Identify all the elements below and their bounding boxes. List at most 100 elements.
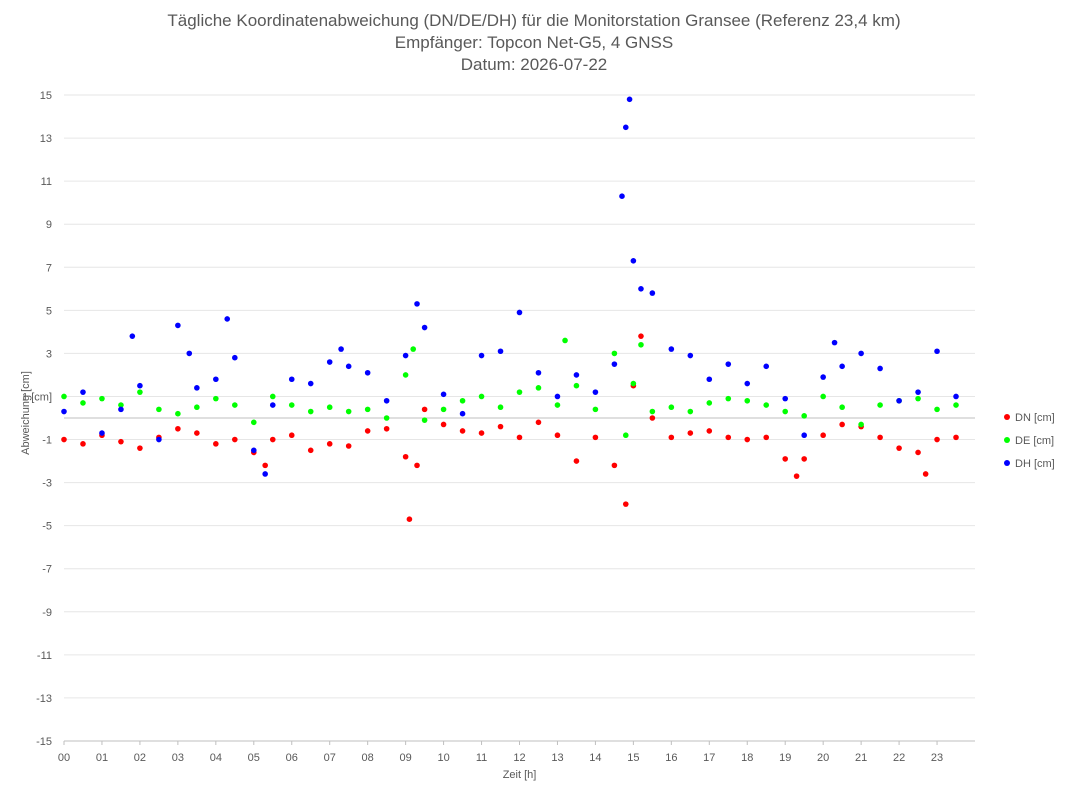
data-point-de [630, 380, 637, 387]
y-tick-label: 9 [46, 219, 52, 231]
data-point-dh [839, 363, 845, 370]
data-point-dn [414, 462, 420, 469]
data-point-dn [459, 428, 466, 434]
data-point-dh [782, 395, 789, 402]
x-tick-label: 09 [400, 752, 412, 764]
x-tick-label: 00 [58, 752, 70, 764]
x-tick-label: 04 [210, 752, 222, 764]
data-point-dn [763, 434, 770, 441]
y-axis-ticks: 15 13 11 9 7 5 3 1 [cm] -1 -3 -5 -7 -9 -11 -13 -15 [22, 90, 52, 748]
data-point-de [611, 350, 618, 357]
data-point-de [554, 402, 561, 408]
data-point-de [118, 402, 124, 408]
data-point-dn [953, 434, 959, 441]
data-point-dh [186, 350, 193, 357]
data-point-de [213, 395, 219, 402]
data-point-dn [213, 441, 219, 447]
data-point-dn [573, 458, 580, 464]
data-point-de [80, 400, 86, 406]
legend-marker [1004, 414, 1010, 420]
legend-marker [1004, 460, 1010, 466]
data-point-dn [406, 516, 413, 523]
y-tick-label: -1 [42, 435, 52, 447]
data-point-de [402, 372, 409, 378]
data-point-dn [934, 436, 940, 443]
x-tick-label: 19 [779, 752, 791, 764]
data-point-dh [213, 376, 219, 383]
x-tick-label: 18 [741, 752, 753, 764]
data-point-dh [934, 348, 940, 355]
data-point-dh [288, 376, 295, 383]
data-point-dh [307, 380, 314, 387]
data-point-de [478, 393, 485, 400]
data-point-dh [592, 389, 599, 395]
x-tick-label: 13 [551, 752, 563, 764]
data-point-de [326, 404, 333, 411]
data-point-de [820, 393, 826, 400]
data-point-dn [592, 434, 599, 441]
chart-title-block: Tägliche Koordinatenabweichung (DN/DE/DH… [0, 10, 1068, 76]
x-tick-label: 02 [134, 752, 146, 764]
y-tick-label: -13 [36, 693, 52, 705]
legend-label: DN [cm] [1015, 412, 1055, 424]
data-point-de [668, 404, 675, 411]
x-tick-label: 06 [286, 752, 298, 764]
x-tick-label: 03 [172, 752, 184, 764]
data-point-dn [232, 436, 238, 443]
x-tick-label: 10 [437, 752, 449, 764]
data-point-dn [61, 436, 67, 443]
data-point-dh [687, 352, 694, 359]
data-point-dn [80, 441, 86, 447]
data-point-dn [554, 432, 561, 439]
data-point-dh [478, 352, 485, 359]
data-point-de [459, 397, 466, 404]
legend-label: DH [cm] [1015, 458, 1055, 470]
data-point-de [573, 382, 580, 389]
data-point-de [782, 408, 789, 415]
data-point-dn [744, 436, 751, 443]
data-point-dh [668, 346, 675, 352]
data-point-de [744, 397, 751, 404]
data-point-dh [345, 363, 352, 370]
chart-subtitle: Empfänger: Topcon Net-G5, 4 GNSS [394, 33, 674, 52]
data-point-dh [858, 350, 864, 357]
data-point-dh [137, 382, 143, 389]
data-point-dh [877, 365, 883, 372]
y-tick-label: 5 [46, 305, 52, 317]
data-point-de [175, 410, 181, 417]
data-point-dh [99, 430, 105, 436]
data-point-dn [262, 462, 268, 469]
data-point-dn [421, 406, 428, 413]
data-point-dh [649, 290, 656, 296]
x-tick-label: 23 [931, 752, 943, 764]
data-point-dh [622, 124, 629, 131]
x-tick-label: 05 [248, 752, 260, 764]
data-point-dh [744, 380, 751, 387]
data-point-de [99, 395, 105, 402]
data-point-dn [440, 421, 447, 428]
data-point-dn [516, 434, 523, 441]
data-point-de [562, 337, 568, 344]
data-point-dn [782, 456, 789, 462]
data-point-dh [763, 363, 770, 370]
x-tick-label: 11 [476, 752, 487, 764]
data-point-de [801, 413, 807, 419]
x-tick-label: 17 [703, 752, 715, 764]
data-points [61, 96, 959, 523]
x-tick-label: 20 [817, 752, 829, 764]
data-point-de [364, 406, 371, 413]
data-point-dn [668, 434, 675, 441]
legend-marker [1004, 437, 1010, 443]
y-tick-label: 1 [cm] [22, 391, 52, 403]
legend: DN [cm] DE [cm] DH [cm] [1004, 412, 1055, 470]
data-point-dn [915, 449, 921, 456]
data-point-dh [573, 372, 580, 378]
data-point-dn [535, 419, 542, 426]
data-point-dh [626, 96, 633, 103]
x-tick-label: 12 [513, 752, 525, 764]
data-point-dn [801, 456, 807, 462]
x-axis-ticks: 00 01 02 03 04 05 06 07 08 09 10 11 12 13 14 15 16 17 18 19… [58, 741, 943, 764]
y-tick-label: 11 [41, 176, 52, 188]
data-point-de [535, 385, 542, 391]
